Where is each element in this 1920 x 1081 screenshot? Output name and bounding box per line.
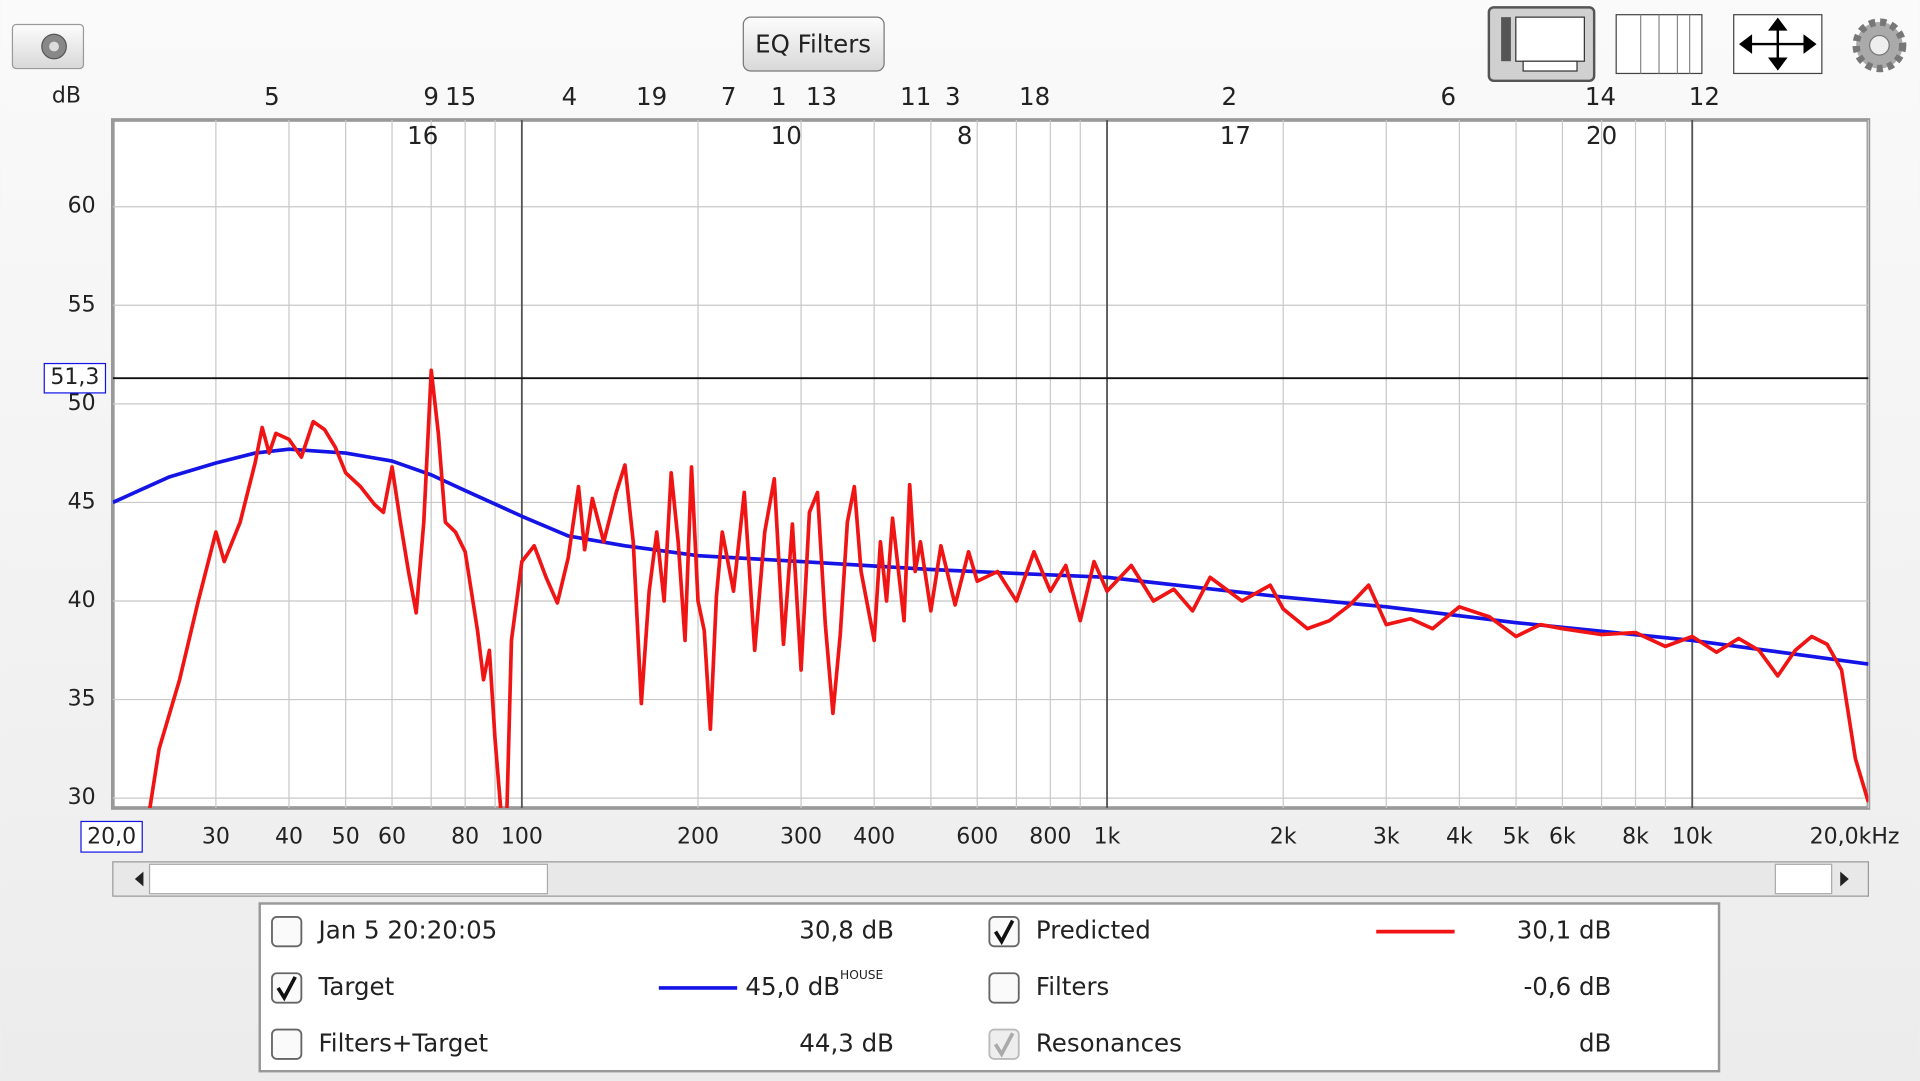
plot-area — [110, 118, 1871, 810]
y-tick-label: 40 — [68, 588, 96, 613]
filter-marker-label: 13 — [806, 82, 837, 111]
legend-name: Target — [318, 972, 395, 1001]
checkbox-box — [271, 1028, 303, 1060]
x-tick-label: 6k — [1549, 824, 1576, 849]
legend-checkbox[interactable] — [271, 1028, 303, 1060]
x-tick-label: 100 — [501, 824, 543, 849]
filter-marker-label: 3 — [945, 82, 961, 111]
legend-readout: 30,8 dB — [799, 916, 894, 945]
x-tick-label: 80 — [451, 824, 479, 849]
legend-readout: 44,3 dB — [799, 1028, 894, 1057]
legend-name: Filters — [1036, 972, 1109, 1001]
scrollbar[interactable] — [112, 861, 1869, 897]
legend-readout: dB — [1579, 1028, 1611, 1057]
x-tick-label: 40 — [275, 824, 303, 849]
legend-checkbox[interactable] — [271, 972, 303, 1004]
legend-checkbox[interactable] — [988, 972, 1020, 1004]
x-tick-label: 30 — [202, 824, 230, 849]
filter-marker-label: 10 — [771, 121, 802, 150]
y-axis-label: dB — [52, 84, 81, 109]
x-tick-label: 5k — [1503, 824, 1530, 849]
trace-line — [112, 447, 1869, 666]
legend-checkbox[interactable] — [988, 916, 1020, 948]
legend-readout-note: HOUSE — [840, 968, 883, 982]
x-tick-label: 300 — [780, 824, 822, 849]
checkbox-box — [271, 916, 303, 948]
checkbox-check — [993, 1032, 1015, 1058]
filter-marker-label: 9 — [423, 82, 439, 111]
x-tick-label: 20,0kHz — [1810, 824, 1900, 849]
filter-marker-label: 12 — [1689, 82, 1720, 111]
filter-marker-label: 14 — [1585, 82, 1616, 111]
checkbox-check — [993, 919, 1015, 946]
y-cursor-box — [43, 362, 107, 394]
trace-line — [148, 368, 1869, 808]
view-overlay-button[interactable] — [1615, 14, 1703, 75]
camera-button[interactable] — [11, 23, 85, 70]
x-tick-label: 200 — [677, 824, 719, 849]
filter-marker-label: 1 — [771, 82, 787, 111]
x-tick-label: 3k — [1373, 824, 1400, 849]
legend-name: Predicted — [1036, 916, 1151, 945]
filter-marker-label: 7 — [721, 82, 737, 111]
legend-rows: Jan 5 20:20:05 30,8 dB Predicted 30,1 dB Tar… — [271, 916, 1612, 1060]
checkbox-box — [988, 1028, 1020, 1060]
legend-readout: -0,6 dB — [1523, 972, 1611, 1001]
legend-checkbox[interactable] — [988, 1028, 1020, 1060]
y-tick-label: 35 — [68, 687, 96, 712]
legend-readout: 45,0 dB — [745, 972, 840, 1001]
legend-readout: 30,1 dB — [1517, 916, 1612, 945]
filter-marker-label: 17 — [1220, 121, 1251, 150]
filter-marker-label: 8 — [957, 121, 973, 150]
x-tick-label: 8k — [1622, 824, 1649, 849]
x-tick-label: 50 — [332, 824, 360, 849]
filter-marker-label: 5 — [264, 82, 280, 111]
checkbox-box — [988, 972, 1020, 1004]
filter-marker-label: 6 — [1441, 82, 1457, 111]
zoom-fit-button[interactable] — [1733, 14, 1823, 75]
view-single-button[interactable] — [1487, 6, 1596, 83]
x-tick-label: 60 — [378, 824, 406, 849]
x-tick-label: 4k — [1446, 824, 1473, 849]
grid — [112, 119, 1869, 808]
checkbox-check — [276, 976, 297, 1002]
filter-marker-label: 11 — [900, 82, 931, 111]
y-tick-label: 30 — [68, 785, 96, 810]
x-cursor-box — [80, 820, 143, 853]
x-cursor-label: 20,0 — [87, 824, 136, 849]
y-cursor-label: 51,3 — [50, 365, 99, 390]
filter-marker-label: 18 — [1019, 82, 1050, 111]
x-tick-label: 400 — [853, 824, 895, 849]
button-label: EQ Filters — [755, 29, 871, 58]
filter-marker-label: 4 — [562, 82, 578, 111]
y-tick-label: 55 — [68, 292, 96, 317]
filter-marker-label: 16 — [407, 121, 438, 150]
legend-name: Filters+Target — [319, 1028, 489, 1057]
checkbox-box — [988, 916, 1020, 948]
checkbox-box — [271, 972, 303, 1004]
settings-button[interactable] — [1852, 18, 1907, 73]
plot-traces — [112, 368, 1869, 808]
filter-marker-label: 2 — [1222, 82, 1238, 111]
x-tick-label: 1k — [1094, 824, 1121, 849]
eq-filters-button[interactable]: EQ Filters — [742, 16, 885, 72]
filter-marker-label: 20 — [1586, 121, 1617, 150]
y-tick-label: 45 — [68, 489, 96, 514]
y-tick-label: 50 — [68, 391, 96, 416]
legend-name: Jan 5 20:20:05 — [317, 916, 498, 945]
legend-checkbox[interactable] — [271, 916, 303, 948]
x-tick-label: 2k — [1270, 824, 1297, 849]
filter-marker-label: 19 — [636, 82, 667, 111]
legend-name: Resonances — [1036, 1028, 1182, 1057]
x-tick-label: 800 — [1029, 824, 1071, 849]
y-tick-label: 60 — [68, 194, 96, 219]
x-tick-label: 600 — [956, 824, 998, 849]
filter-marker-label: 15 — [445, 82, 476, 111]
x-tick-label: 10k — [1672, 824, 1713, 849]
